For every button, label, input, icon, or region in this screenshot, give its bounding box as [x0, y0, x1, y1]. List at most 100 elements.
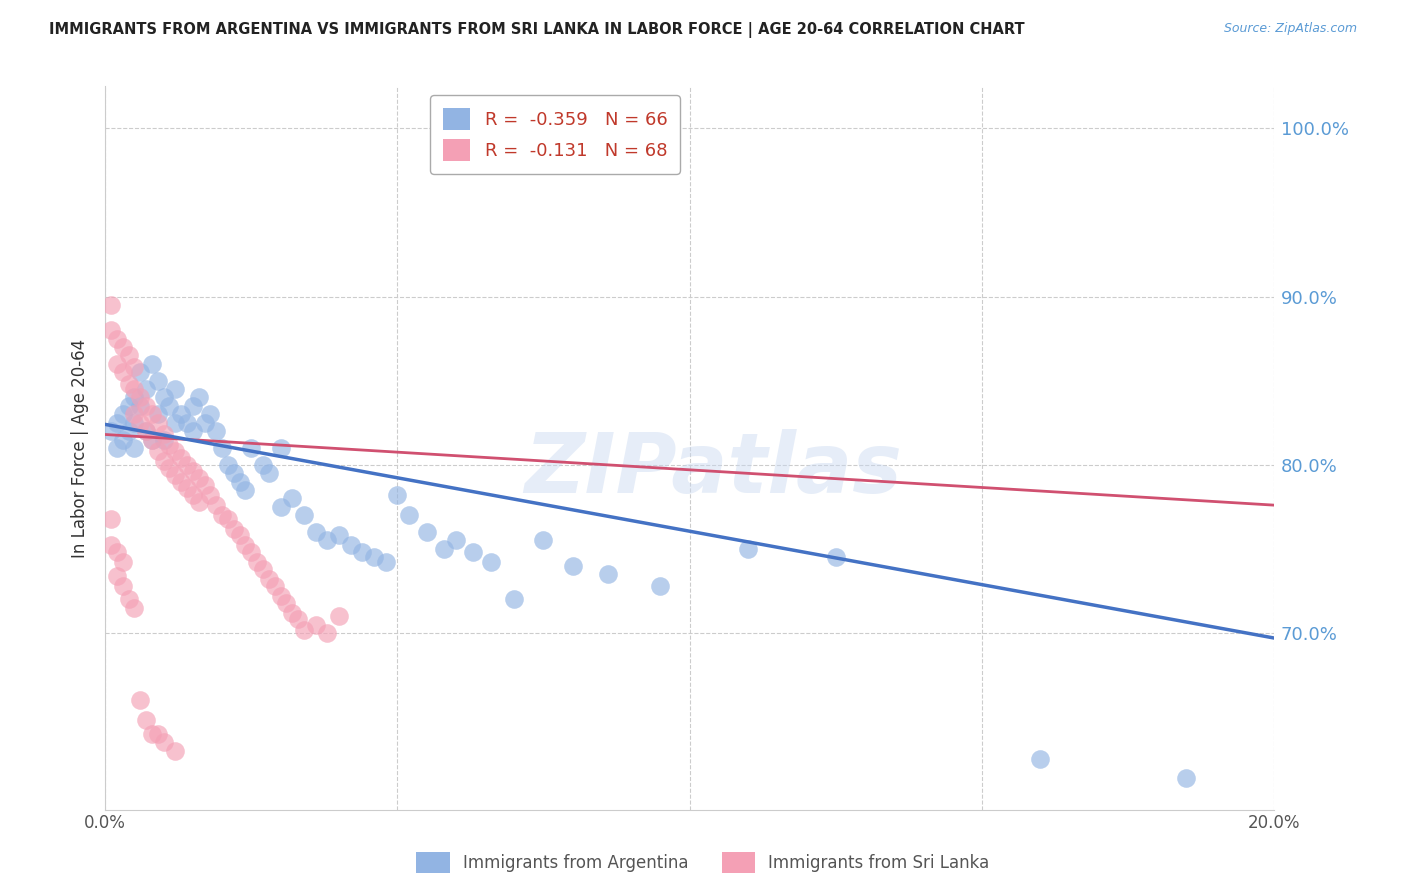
Point [124, 360, 146, 375]
Y-axis label: In Labor Force | Age 20-64: In Labor Force | Age 20-64 [72, 338, 89, 558]
Point [146, 407, 169, 421]
Point [100, 511, 122, 525]
Point [287, 613, 309, 627]
Point [205, 424, 228, 438]
Point [100, 424, 122, 438]
Point [217, 511, 239, 525]
Point [235, 483, 257, 497]
Point [135, 399, 157, 413]
Point [304, 617, 326, 632]
Point [159, 399, 181, 413]
Point [257, 466, 280, 480]
Point [141, 433, 163, 447]
Point [374, 555, 396, 569]
Point [281, 606, 304, 620]
Point [135, 424, 157, 438]
Point [124, 600, 146, 615]
Point [503, 592, 526, 607]
Point [181, 465, 204, 479]
Point [363, 550, 385, 565]
Point [187, 495, 209, 509]
Point [387, 488, 409, 502]
Point [141, 357, 163, 371]
Point [111, 407, 134, 421]
Point [824, 550, 846, 565]
Point [124, 416, 146, 430]
Point [316, 626, 339, 640]
Point [135, 714, 157, 728]
Point [159, 437, 181, 451]
Point [228, 475, 250, 489]
Point [257, 572, 280, 586]
Point [433, 541, 456, 556]
Point [252, 458, 274, 472]
Point [105, 416, 128, 430]
Point [181, 399, 204, 413]
Point [339, 539, 361, 553]
Point [170, 450, 193, 465]
Point [111, 365, 134, 379]
Point [105, 441, 128, 455]
Text: Source: ZipAtlas.com: Source: ZipAtlas.com [1223, 22, 1357, 36]
Legend: Immigrants from Argentina, Immigrants from Sri Lanka: Immigrants from Argentina, Immigrants fr… [409, 846, 997, 880]
Point [1029, 752, 1052, 766]
Point [105, 545, 128, 559]
Point [129, 365, 152, 379]
Point [200, 488, 222, 502]
Point [152, 454, 174, 468]
Point [533, 533, 555, 548]
Point [170, 407, 193, 421]
Point [270, 589, 292, 603]
Point [316, 533, 339, 548]
Point [276, 596, 298, 610]
Point [117, 424, 139, 438]
Point [328, 609, 350, 624]
Point [193, 416, 215, 430]
Point [165, 744, 187, 758]
Point [211, 441, 233, 455]
Point [281, 491, 304, 506]
Point [146, 374, 169, 388]
Point [561, 558, 583, 573]
Point [181, 488, 204, 502]
Point [152, 391, 174, 405]
Point [100, 323, 122, 337]
Point [146, 727, 169, 741]
Point [176, 458, 198, 472]
Point [205, 498, 228, 512]
Point [105, 568, 128, 582]
Point [737, 541, 759, 556]
Point [105, 332, 128, 346]
Point [117, 592, 139, 607]
Point [124, 407, 146, 421]
Point [263, 579, 285, 593]
Point [152, 735, 174, 749]
Point [193, 478, 215, 492]
Point [352, 545, 374, 559]
Point [165, 416, 187, 430]
Point [129, 416, 152, 430]
Point [170, 475, 193, 489]
Point [111, 340, 134, 354]
Point [292, 623, 315, 637]
Point [415, 524, 437, 539]
Point [135, 424, 157, 438]
Point [152, 433, 174, 447]
Point [398, 508, 420, 523]
Point [117, 399, 139, 413]
Text: IMMIGRANTS FROM ARGENTINA VS IMMIGRANTS FROM SRI LANKA IN LABOR FORCE | AGE 20-6: IMMIGRANTS FROM ARGENTINA VS IMMIGRANTS … [49, 22, 1025, 38]
Point [217, 458, 239, 472]
Point [200, 407, 222, 421]
Point [129, 399, 152, 413]
Point [124, 441, 146, 455]
Point [135, 382, 157, 396]
Point [292, 508, 315, 523]
Point [124, 391, 146, 405]
Point [270, 441, 292, 455]
Point [124, 382, 146, 396]
Point [111, 433, 134, 447]
Point [222, 466, 245, 480]
Point [146, 444, 169, 458]
Legend: R =  -0.359   N = 66, R =  -0.131   N = 68: R = -0.359 N = 66, R = -0.131 N = 68 [430, 95, 681, 174]
Point [270, 500, 292, 514]
